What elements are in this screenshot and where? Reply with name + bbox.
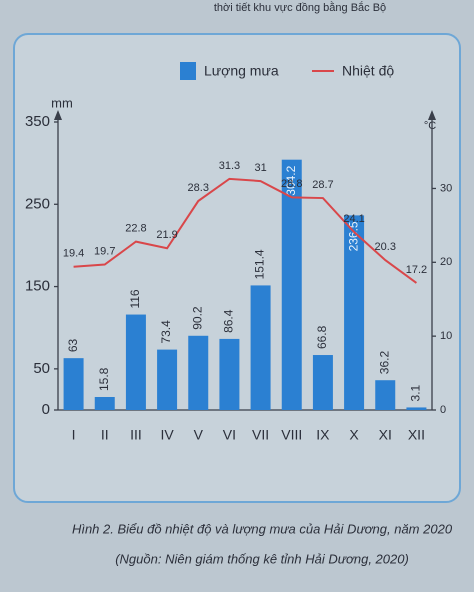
legend-swatch [180,62,196,80]
bar [344,215,365,410]
bar-value-label: 90.2 [190,306,204,330]
bar-value-label: 66.8 [315,325,329,349]
source: (Nguồn: Niên giám thống kê tỉnh Hải Dươn… [115,551,409,566]
x-tick-label: II [101,427,109,443]
bar [94,396,115,410]
caption: Hình 2. Biểu đồ nhiệt độ và lượng mưa củ… [72,521,453,536]
bar [188,335,209,410]
bar-value-label: 15.8 [97,367,111,391]
y-tick-label: 150 [25,278,50,295]
line-value-label: 20.3 [375,241,396,253]
bar [250,285,271,410]
bar [406,407,427,410]
x-tick-label: IX [316,427,330,443]
y-tick-label: 250 [25,195,50,212]
line-value-label: 21.9 [156,229,177,241]
y-axis-unit: mm [51,95,73,110]
line-value-label: 28.3 [188,182,209,194]
x-tick-label: X [349,427,359,443]
page-header: thời tiết khu vực đồng bằng Bắc Bộ [214,1,386,14]
bar-value-label: 304.2 [284,165,298,195]
bar-value-label: 86.4 [222,309,236,333]
y2-axis-unit: °C [424,120,436,132]
bar [219,338,240,410]
line-value-label: 24.1 [343,213,364,225]
line-value-label: 28.7 [312,179,333,191]
line-value-label: 31 [254,162,266,174]
x-tick-label: III [130,427,142,443]
legend-label: Nhiệt độ [342,63,394,79]
bar-value-label: 36.2 [377,351,391,375]
bar-value-label: 116 [128,289,142,308]
line-value-label: 17.2 [406,264,427,276]
legend-label: Lượng mưa [204,63,279,79]
x-tick-label: XI [379,427,392,443]
y2-tick-label: 10 [440,330,452,342]
bar [125,314,146,410]
bar-value-label: 73.4 [159,320,173,344]
x-tick-label: VIII [281,427,302,443]
bar [375,380,396,410]
bar [157,349,178,410]
y-tick-label: 350 [25,113,50,130]
chart-frame [13,33,461,503]
bar-value-label: 151.4 [253,249,267,279]
bar-value-label: 63 [66,338,80,352]
line-value-label: 19.7 [94,245,115,257]
x-tick-label: VII [252,427,269,443]
line-value-label: 19.4 [63,248,84,260]
x-tick-label: I [72,427,76,443]
y2-tick-label: 30 [440,182,452,194]
y-axis-arrow [54,110,62,120]
line-value-label: 22.8 [125,223,146,235]
x-tick-label: V [194,427,204,443]
bar [281,159,302,410]
x-tick-label: VI [223,427,236,443]
bar [312,355,333,410]
x-tick-label: IV [160,427,174,443]
y-tick-label: 0 [42,401,50,418]
line-value-label: 28.8 [281,178,302,190]
line-value-label: 31.3 [219,160,240,172]
y2-axis-arrow [428,110,436,120]
bar-value-label: 3.1 [409,384,423,401]
line [73,177,418,284]
y-tick-label: 50 [33,360,50,377]
y2-tick-label: 0 [440,404,446,416]
bar [63,358,84,410]
x-tick-label: XII [408,427,425,443]
y2-tick-label: 20 [440,256,452,268]
